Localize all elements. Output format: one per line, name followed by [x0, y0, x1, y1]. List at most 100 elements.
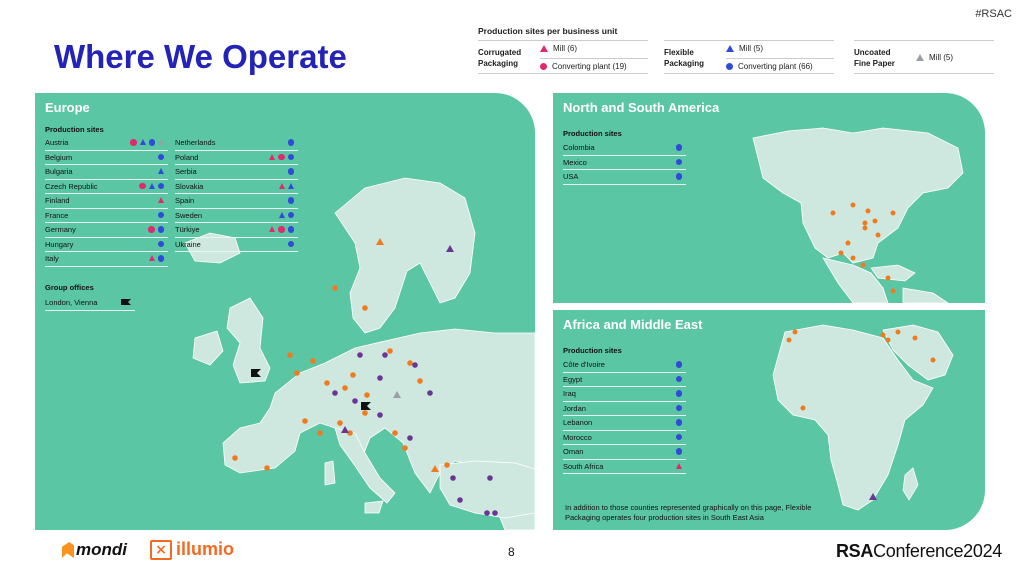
legend-entry-mill: Mill (6) [540, 44, 577, 53]
site-symbols [287, 168, 294, 175]
europe-production-sites-label: Production sites [45, 125, 104, 134]
site-row: USA [563, 170, 686, 185]
office-flag-icon [121, 299, 131, 305]
site-symbols [278, 211, 294, 218]
site-row: Oman [563, 445, 686, 460]
converting-dot-icon [675, 419, 682, 426]
site-row: Belgium [45, 151, 168, 165]
site-row: Colombia [563, 141, 686, 156]
mill-triangle-icon [158, 168, 164, 174]
mondi-logo-icon [62, 542, 74, 558]
site-symbols [157, 240, 164, 247]
dot-icon [726, 63, 733, 70]
site-symbols [676, 462, 682, 469]
converting-dot-icon [675, 448, 682, 455]
legend-entry-mill: Mill (5) [916, 53, 953, 62]
site-symbols [157, 153, 164, 160]
site-row: Serbia [175, 165, 298, 180]
triangle-icon [726, 45, 734, 52]
site-name: Finland [45, 196, 70, 205]
site-name: Türkiye [175, 225, 200, 234]
europe-sites-col2: Netherlands Poland Serbia Slovakia Spain Swed… [175, 136, 298, 252]
converting-dot-icon [139, 182, 146, 189]
legend-group-name: Corrugated Packaging [478, 48, 522, 68]
converting-dot-icon [675, 375, 682, 382]
site-row: Egypt [563, 373, 686, 387]
mondi-logo: mondi [62, 540, 127, 560]
converting-dot-icon [157, 240, 164, 247]
site-name: Slovakia [175, 181, 204, 191]
site-name: Iraq [563, 389, 576, 398]
site-symbols [675, 361, 682, 368]
site-name: Jordan [563, 403, 586, 413]
site-row: Bulgaria [45, 165, 168, 180]
converting-dot-icon [287, 168, 294, 175]
site-row: Poland [175, 151, 298, 165]
mill-triangle-icon [148, 182, 155, 189]
site-symbols [158, 168, 164, 174]
site-row: Spain [175, 194, 298, 209]
legend-group-uncoated: Uncoated Fine Paper Mill (5) [854, 40, 994, 74]
site-name: Hungary [45, 239, 74, 249]
site-row: Côte d'Ivoire [563, 358, 686, 373]
converting-dot-icon [675, 158, 682, 165]
converting-dot-icon [675, 173, 682, 180]
event-hashtag: #RSAC [975, 8, 1012, 20]
site-symbols [157, 211, 164, 218]
site-name: Belgium [45, 152, 73, 162]
converting-dot-icon [675, 433, 682, 440]
converting-dot-icon [287, 240, 294, 247]
legend-group-name: Flexible Packaging [664, 48, 705, 68]
site-row: Germany [45, 223, 168, 238]
site-symbols [279, 182, 294, 189]
america-title: North and South America [563, 100, 720, 115]
site-symbols [130, 139, 164, 146]
site-name: Ukraine [175, 239, 201, 249]
mill-triangle-icon [676, 462, 682, 469]
group-offices-list: London, Vienna [45, 296, 135, 311]
site-name: Egypt [563, 374, 583, 384]
converting-dot-icon [278, 153, 285, 160]
converting-dot-icon [148, 226, 155, 233]
site-name: USA [563, 172, 579, 181]
site-name: Spain [175, 196, 195, 205]
converting-dot-icon [278, 226, 285, 233]
converting-dot-icon [130, 139, 137, 146]
site-row: France [45, 209, 168, 223]
america-production-sites-label: Production sites [563, 129, 622, 138]
mill-triangle-icon [158, 197, 164, 203]
legend-entry-mill: Mill (5) [726, 44, 763, 53]
site-name: France [45, 210, 69, 220]
mill-triangle-icon [288, 182, 294, 189]
site-row: Italy [45, 252, 168, 267]
site-symbols [287, 197, 294, 204]
legend-entry-converting: Converting plant (66) [726, 62, 813, 71]
mill-triangle-icon [148, 255, 155, 262]
converting-dot-icon [287, 226, 294, 233]
site-symbols [158, 197, 164, 203]
converting-dot-icon [157, 255, 164, 262]
site-row: Türkiye [175, 223, 298, 238]
site-row: Slovakia [175, 180, 298, 194]
legend: Production sites per business unit Corru… [478, 26, 998, 74]
site-row: London, Vienna [45, 296, 135, 311]
group-offices-label: Group offices [45, 283, 94, 292]
converting-dot-icon [675, 361, 682, 368]
africa-map [772, 324, 954, 511]
site-symbols [675, 433, 682, 440]
site-symbols [675, 158, 682, 165]
converting-dot-icon [157, 153, 164, 160]
site-symbols [675, 419, 682, 426]
mill-triangle-icon [269, 153, 275, 160]
triangle-icon [540, 45, 548, 52]
site-name: Italy [45, 254, 59, 263]
dot-icon [540, 63, 547, 70]
america-panel: North and South America Production sites… [553, 93, 985, 303]
site-symbols [675, 404, 682, 411]
site-row: Austria [45, 136, 168, 151]
site-name: London, Vienna [45, 298, 98, 307]
site-row: Ukraine [175, 238, 298, 252]
site-name: Austria [45, 138, 69, 147]
america-sites: Colombia Mexico USA [563, 141, 686, 185]
site-name: Colombia [563, 143, 595, 152]
